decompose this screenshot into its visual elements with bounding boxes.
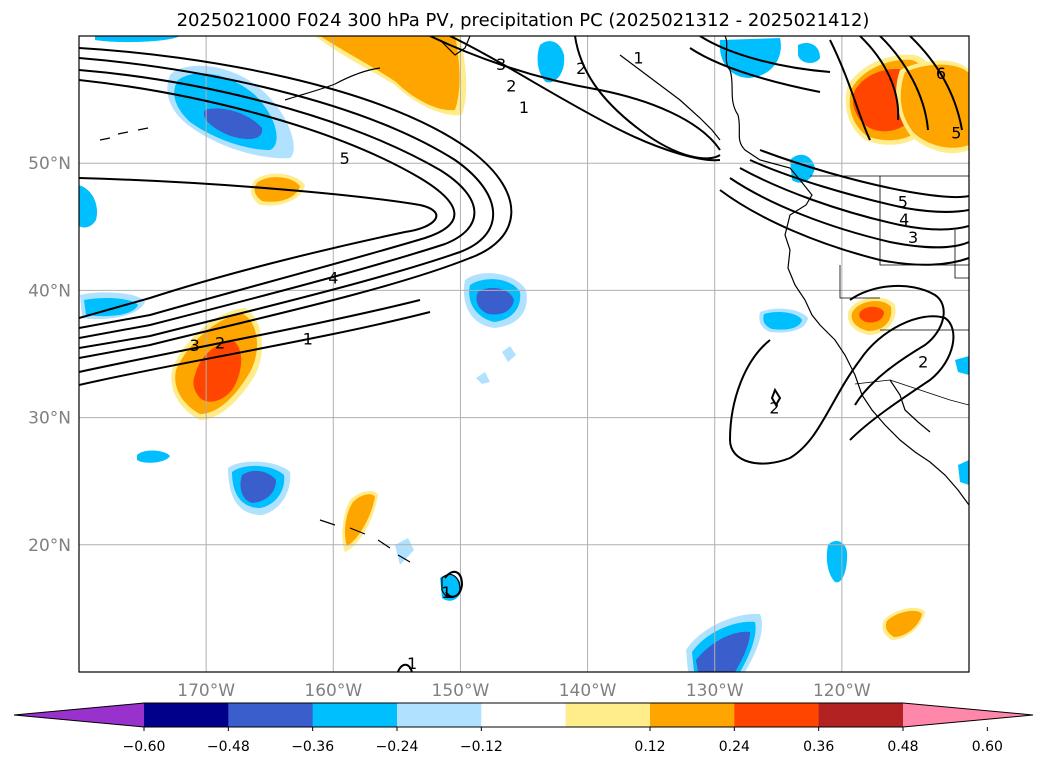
- longitude-labels: 170°W 160°W 150°W 140°W 130°W 120°W: [177, 681, 871, 701]
- colorbar-tick-label: 0.36: [803, 739, 834, 755]
- colorbar-segment: [312, 703, 398, 727]
- precip-anomaly-negative: [167, 65, 294, 159]
- colorbar-tick-label: 0.60: [972, 739, 1003, 755]
- contour-label: 3: [908, 228, 918, 247]
- contour-label: 2: [918, 353, 928, 372]
- contour-label: 6: [936, 64, 946, 83]
- colorbar-extend-low: [14, 703, 144, 727]
- colorbar-segment: [397, 703, 482, 727]
- lon-label: 150°W: [432, 681, 490, 701]
- lat-label: 50°N: [28, 154, 71, 174]
- pv-contours: [79, 36, 969, 672]
- gridlines: [79, 36, 969, 672]
- precip-anomaly-positive: [171, 36, 969, 640]
- lat-label: 20°N: [28, 536, 71, 556]
- colorbar-tick-label: 0.24: [719, 739, 750, 755]
- contour-label: 2: [576, 59, 586, 78]
- colorbar-segment: [565, 703, 651, 727]
- contour-label: 5: [951, 124, 961, 143]
- colorbar-tick-label: −0.36: [291, 739, 334, 755]
- colorbar-tick-label: −0.48: [207, 739, 250, 755]
- colorbar-tick-label: −0.60: [123, 739, 166, 755]
- lon-label: 140°W: [559, 681, 617, 701]
- colorbar-segment: [228, 703, 314, 727]
- lon-label: 120°W: [813, 681, 871, 701]
- colorbar-tick-label: 0.12: [634, 739, 665, 755]
- contour-label: 1: [441, 583, 451, 602]
- contour-label: 1: [407, 654, 417, 673]
- lat-label: 40°N: [28, 281, 71, 301]
- map-frame: [78, 35, 970, 673]
- precipitation-shading: [79, 36, 969, 672]
- precip-anomaly-negative: [79, 36, 969, 672]
- colorbar: [13, 702, 1034, 728]
- latitude-labels: 50°N 40°N 30°N 20°N: [28, 154, 71, 556]
- coastlines: [99, 36, 969, 599]
- colorbar-tick-labels: −0.60 −0.48 −0.36 −0.24 −0.12 0.12 0.24 0.36 0.4…: [123, 727, 1003, 755]
- colorbar-extend-high: [903, 703, 1033, 727]
- colorbar-segment: [144, 703, 229, 727]
- contour-label: 4: [328, 269, 338, 288]
- colorbar-segment: [650, 703, 735, 727]
- contour-label: 3: [496, 55, 506, 74]
- contour-label: 5: [340, 149, 350, 168]
- colorbar-tick-label: −0.12: [460, 739, 503, 755]
- lon-label: 170°W: [177, 681, 235, 701]
- colorbar-tick-label: 0.48: [887, 739, 918, 755]
- contour-label: 2: [215, 334, 225, 353]
- contour-label: 1: [303, 330, 313, 349]
- contour-label: 1: [633, 49, 643, 68]
- contour-label: 4: [899, 210, 909, 229]
- figure-title: 2025021000 F024 300 hPa PV, precipitatio…: [177, 10, 870, 31]
- contour-label: 3: [190, 336, 200, 355]
- colorbar-segment: [734, 703, 820, 727]
- lon-label: 130°W: [686, 681, 744, 701]
- contour-label: 1: [519, 98, 529, 117]
- contour-label: 2: [506, 77, 516, 96]
- lat-label: 30°N: [28, 409, 71, 429]
- colorbar-segment: [818, 703, 904, 727]
- contour-label: 2: [769, 398, 779, 417]
- lon-label: 160°W: [304, 681, 362, 701]
- contour-label: 5: [898, 192, 908, 211]
- colorbar-segment: [481, 703, 567, 727]
- colorbar-tick-label: −0.24: [376, 739, 419, 755]
